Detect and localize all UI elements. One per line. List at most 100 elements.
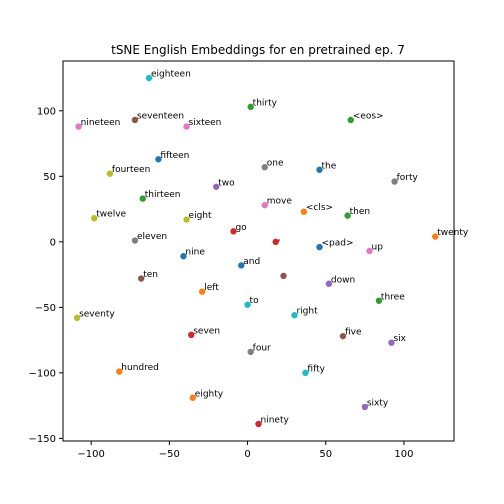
- point-label: one: [267, 159, 284, 169]
- point-label: ten: [143, 270, 158, 280]
- point-label: nine: [185, 248, 205, 258]
- y-axis-ticks: −150 −100 −50 0 50 100: [29, 106, 63, 445]
- y-tick-label: 0: [50, 237, 56, 248]
- point-label: right: [296, 307, 318, 317]
- scatter-point: [106, 170, 114, 177]
- point-label: ninety: [261, 415, 290, 425]
- scatter-point: [73, 314, 81, 322]
- point-label: up: [372, 243, 384, 253]
- y-tick-label: 50: [43, 172, 56, 183]
- scatter-point: [375, 297, 383, 304]
- point-label: nineteen: [81, 118, 121, 128]
- point-label: <eos>: [353, 111, 384, 121]
- scatter-point: [155, 156, 162, 163]
- y-tick-label: 100: [37, 106, 56, 117]
- point-label: thirty: [253, 98, 278, 108]
- plot-points: [73, 74, 439, 428]
- point-label: sixteen: [189, 118, 222, 128]
- point-label: three: [381, 292, 405, 302]
- scatter-point: [300, 208, 308, 215]
- scatter-point: [361, 403, 369, 411]
- scatter-point: [272, 238, 279, 246]
- point-label: forty: [397, 173, 419, 183]
- point-label: five: [345, 328, 362, 338]
- scatter-point: [291, 312, 298, 319]
- scatter-point: [138, 275, 145, 282]
- point-label: sixty: [367, 398, 389, 408]
- point-label: fourteen: [112, 165, 150, 175]
- scatter-point: [344, 212, 351, 219]
- scatter-point: [347, 116, 354, 124]
- scatter-point: [75, 123, 82, 130]
- scatter-point: [316, 166, 323, 173]
- point-label: four: [253, 343, 271, 353]
- x-tick-label: 50: [319, 449, 332, 460]
- scatter-point: [247, 348, 254, 356]
- point-label: and: [243, 257, 260, 267]
- scatter-point: [261, 201, 268, 209]
- plot-frame: [62, 60, 455, 442]
- y-tick-label: −50: [35, 303, 56, 314]
- point-label: six: [393, 334, 406, 344]
- point-label: two: [218, 178, 235, 188]
- scatter-point: [180, 253, 187, 260]
- point-label: fifteen: [160, 151, 189, 161]
- x-axis-ticks: −100 −50 0 50 100: [77, 441, 413, 460]
- point-label: left: [204, 283, 219, 293]
- point-label: twenty: [437, 228, 469, 238]
- point-label: <cls>: [306, 203, 333, 213]
- point-label: fifty: [307, 364, 325, 374]
- scatter-point: [339, 332, 347, 340]
- scatter-point: [230, 228, 237, 235]
- point-label: ,: [278, 233, 281, 243]
- scatter-point: [366, 247, 373, 255]
- point-label: seventy: [79, 309, 115, 319]
- point-label: go: [235, 223, 247, 233]
- point-label: then: [350, 207, 370, 217]
- scatter-point: [238, 262, 245, 269]
- chart-title: tSNE English Embeddings for en pretraine…: [111, 43, 405, 57]
- scatter-point: [198, 288, 206, 295]
- scatter-point: [255, 420, 262, 428]
- scatter-point: [261, 163, 268, 171]
- scatter-point: [213, 183, 220, 190]
- plot-labels: eighteen thirty nineteen seventeen sixteen <e…: [79, 70, 469, 426]
- point-label: eighty: [195, 389, 224, 399]
- point-label: move: [267, 197, 293, 207]
- scatter-point: [302, 369, 309, 377]
- x-tick-label: 100: [394, 449, 413, 460]
- scatter-point: [131, 237, 139, 244]
- point-label: <pad>: [321, 239, 353, 249]
- point-label: eight: [189, 211, 212, 221]
- x-tick-label: −50: [159, 449, 180, 460]
- scatter-point: [432, 233, 439, 240]
- point-label: the: [321, 161, 336, 171]
- scatter-point: [183, 216, 190, 223]
- scatter-point: [131, 116, 139, 124]
- scatter-point: [247, 103, 254, 111]
- x-tick-label: 0: [244, 449, 250, 460]
- point-label: down: [331, 275, 355, 285]
- scatter-point: [280, 272, 287, 280]
- point-label: eighteen: [151, 70, 191, 80]
- scatter-point: [325, 280, 333, 287]
- point-label: thirteen: [145, 190, 181, 200]
- point-label: twelve: [96, 210, 126, 220]
- scatter-point: [188, 331, 195, 339]
- point-label: seven: [193, 326, 220, 336]
- y-tick-label: −100: [29, 368, 56, 379]
- scatter-point: [91, 215, 98, 222]
- scatter-point: [145, 74, 153, 82]
- scatter-point: [244, 301, 251, 308]
- scatter-point: [391, 178, 398, 185]
- point-label: to: [250, 296, 260, 306]
- scatter-point: [316, 243, 323, 251]
- scatter-point: [388, 339, 395, 346]
- scatter-point: [189, 394, 197, 401]
- scatter-point: [116, 368, 123, 375]
- point-label: seventeen: [137, 111, 184, 121]
- scatter-point: [139, 195, 146, 202]
- x-tick-label: −100: [77, 449, 104, 460]
- point-label: eleven: [137, 232, 167, 242]
